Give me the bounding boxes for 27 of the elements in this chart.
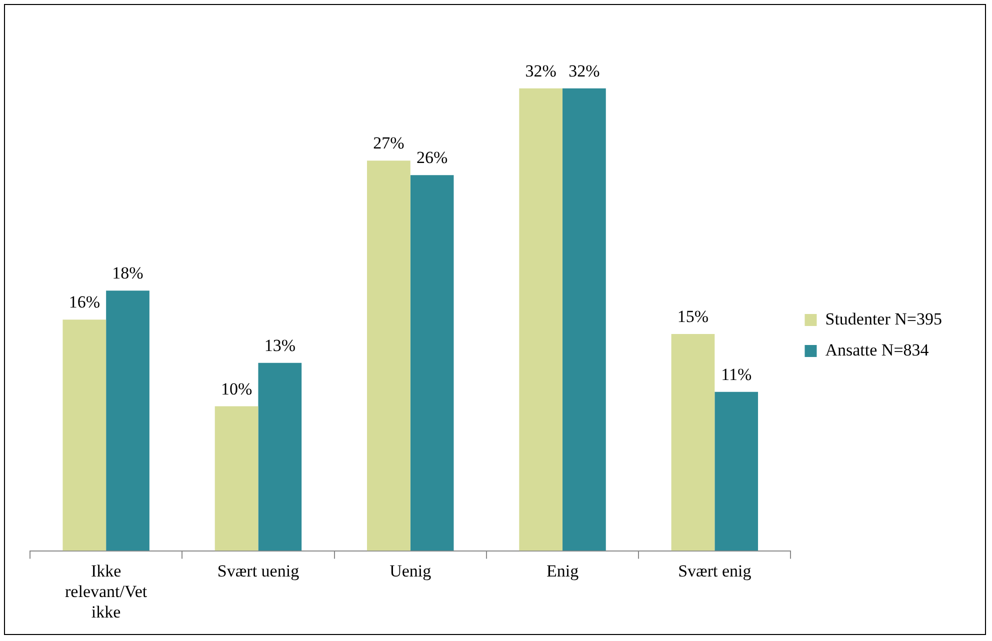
data-label: 27%: [373, 134, 404, 153]
x-tick-label: Enig: [546, 561, 580, 580]
data-label: 10%: [220, 379, 252, 398]
legend-label: Studenter N=395: [825, 309, 942, 328]
x-tick-label: Svært enig: [678, 561, 752, 580]
bar: [367, 160, 410, 551]
data-label: 13%: [264, 336, 296, 355]
data-label: 16%: [68, 292, 100, 312]
data-label: 32%: [525, 61, 556, 80]
data-label: 32%: [568, 61, 600, 80]
x-tick-label: Uenig: [390, 561, 432, 580]
bar: [714, 392, 758, 551]
bar: [519, 88, 563, 551]
bar: [410, 175, 454, 551]
bar: [258, 362, 302, 551]
data-label: 18%: [112, 264, 144, 283]
data-label: 15%: [677, 306, 709, 326]
x-tick-label: Ikke relevant/Vet ikke: [65, 561, 148, 622]
data-label: 11%: [721, 364, 752, 384]
bar: [62, 320, 106, 551]
legend-label: Ansatte N=834: [825, 340, 930, 360]
bar: [562, 88, 606, 551]
bar: [214, 406, 258, 551]
bar: [106, 290, 150, 551]
bar: [671, 334, 715, 551]
x-tick-label: Svært uenig: [217, 561, 300, 580]
data-label: 26%: [416, 148, 448, 168]
